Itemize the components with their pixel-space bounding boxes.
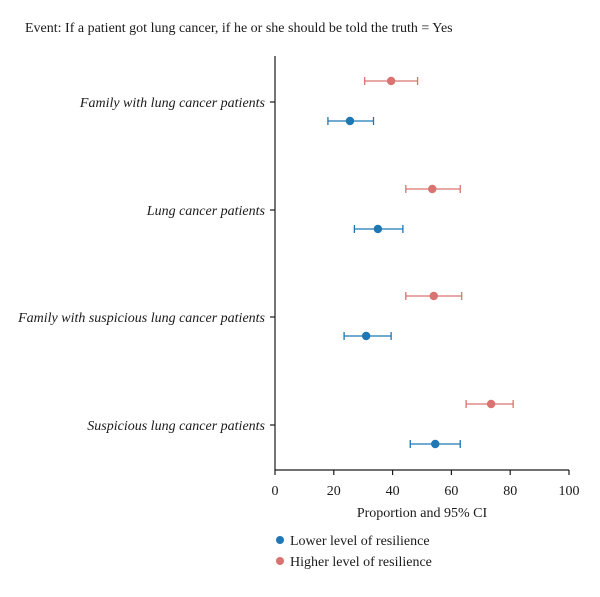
legend-label: Lower level of resilience: [290, 534, 430, 549]
higher-resilience-point: [386, 76, 396, 86]
legend: Lower level of resilience Higher level of…: [276, 534, 432, 570]
x-tick-label: 100: [559, 484, 580, 499]
higher-resilience-point: [486, 399, 496, 409]
legend-marker: [276, 536, 284, 544]
lower-resilience-point: [373, 224, 383, 234]
x-axis-label: Proportion and 95% CI: [357, 506, 488, 521]
x-tick-label: 80: [503, 484, 517, 499]
y-tick-label: Lung cancer patients: [146, 204, 266, 219]
chart-title: Event: If a patient got lung cancer, if …: [25, 21, 453, 36]
legend-marker: [276, 557, 284, 565]
x-tick-label: 40: [386, 484, 400, 499]
legend-label: Higher level of resilience: [290, 555, 432, 570]
x-tick-label: 20: [327, 484, 341, 499]
plot-area: Family with lung cancer patients Lung can…: [17, 56, 580, 499]
lower-resilience-point: [345, 116, 355, 126]
y-tick-label: Family with lung cancer patients: [79, 96, 266, 111]
lower-resilience-point: [431, 439, 440, 449]
y-tick-label: Family with suspicious lung cancer patie…: [17, 311, 265, 326]
higher-resilience-point: [429, 291, 438, 301]
x-tick-label: 60: [444, 484, 458, 499]
higher-resilience-point: [428, 184, 437, 194]
lower-resilience-point: [361, 331, 371, 341]
y-tick-label: Suspicious lung cancer patients: [87, 419, 265, 434]
x-tick-label: 0: [272, 484, 279, 499]
